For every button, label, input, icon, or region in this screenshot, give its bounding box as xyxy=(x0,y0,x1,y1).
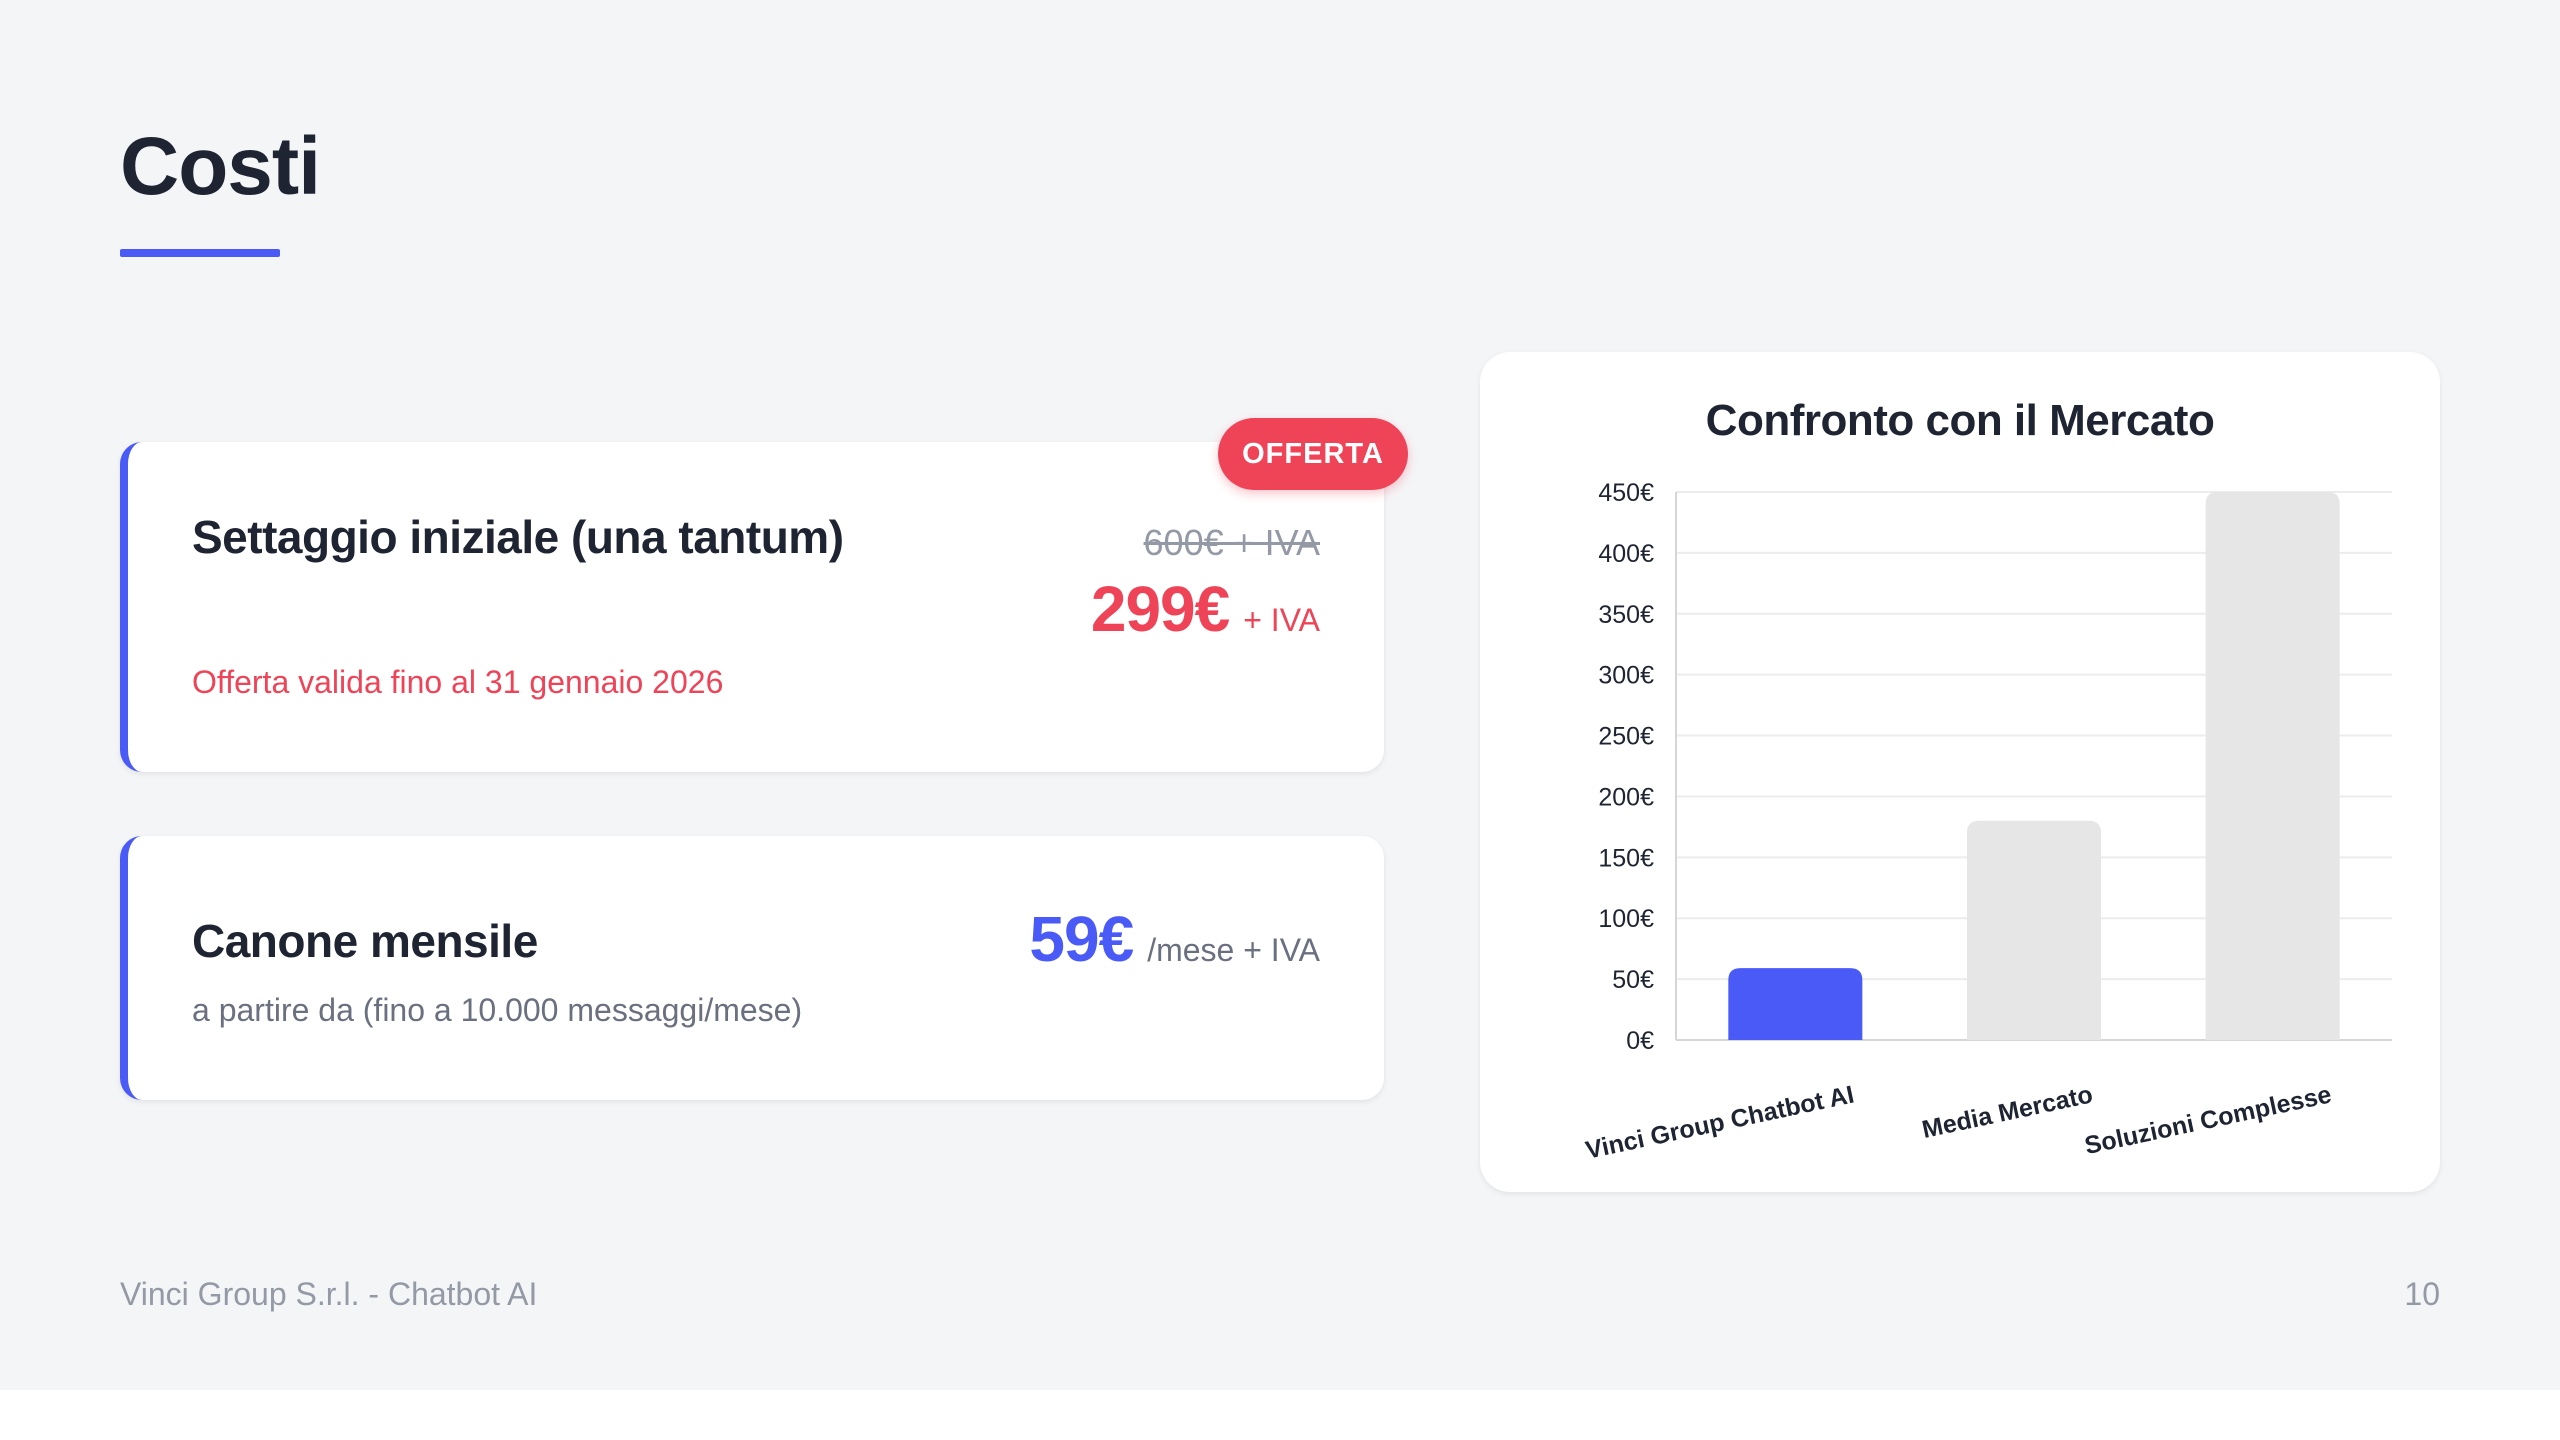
footer-company: Vinci Group S.r.l. - Chatbot AI xyxy=(120,1276,538,1312)
setup-old-price: 600€ + IVA xyxy=(1143,522,1320,563)
y-tick-label: 100€ xyxy=(1598,905,1654,933)
y-tick-label: 450€ xyxy=(1598,479,1654,507)
monthly-subtext: a partire da (fino a 10.000 messaggi/mes… xyxy=(192,992,803,1028)
y-tick-label: 350€ xyxy=(1598,601,1654,629)
y-tick-label: 0€ xyxy=(1626,1027,1654,1055)
offer-badge: OFFERTA xyxy=(1218,418,1408,490)
bar-1 xyxy=(1728,968,1863,1040)
setup-price: 299€ xyxy=(1090,573,1230,645)
monthly-heading: Canone mensile xyxy=(192,915,538,967)
monthly-price: 59€ xyxy=(1029,903,1134,975)
y-tick-label: 50€ xyxy=(1612,966,1654,994)
y-tick-label: 400€ xyxy=(1598,540,1654,568)
setup-cost-card: Settaggio iniziale (una tantum) 600€ + I… xyxy=(120,442,1384,772)
chart-title: Confronto con il Mercato xyxy=(1705,396,2215,445)
y-tick-label: 250€ xyxy=(1598,723,1654,751)
offer-validity-note: Offerta valida fino al 31 gennaio 2026 xyxy=(192,664,724,700)
setup-heading: Settaggio iniziale (una tantum) xyxy=(192,511,844,563)
x-tick-label: Vinci Group Chatbot AI xyxy=(1583,1080,1856,1164)
bar-2 xyxy=(1967,820,2101,1040)
y-tick-label: 300€ xyxy=(1598,662,1654,690)
slide-title: Costi xyxy=(120,121,321,212)
title-underline xyxy=(120,249,280,257)
market-comparison-chart: Confronto con il Mercato 0€ 50€ 100€ 150€ 20… xyxy=(1480,352,2440,1192)
bottom-strip xyxy=(0,1390,2560,1440)
x-tick-label: Media Mercato xyxy=(1920,1080,2096,1143)
setup-price-row: 299€ + IVA xyxy=(1091,572,1320,646)
bar-chart-canvas: 0€ 50€ 100€ 150€ 200€ 250€ 300€ 350€ 400€ 450€ Vin… xyxy=(1583,479,2392,1165)
page-number: 10 xyxy=(2404,1276,2440,1312)
bar-3 xyxy=(2205,492,2340,1040)
y-tick-label: 150€ xyxy=(1598,844,1654,872)
monthly-price-suffix: /mese + IVA xyxy=(1147,932,1320,968)
monthly-fee-card: Canone mensile a partire da (fino a 10.0… xyxy=(120,836,1384,1100)
y-tick-label: 200€ xyxy=(1598,783,1654,811)
setup-price-suffix: + IVA xyxy=(1243,602,1320,638)
monthly-price-row: 59€ /mese + IVA xyxy=(1029,902,1320,976)
x-tick-label: Soluzioni Complesse xyxy=(2082,1080,2334,1160)
